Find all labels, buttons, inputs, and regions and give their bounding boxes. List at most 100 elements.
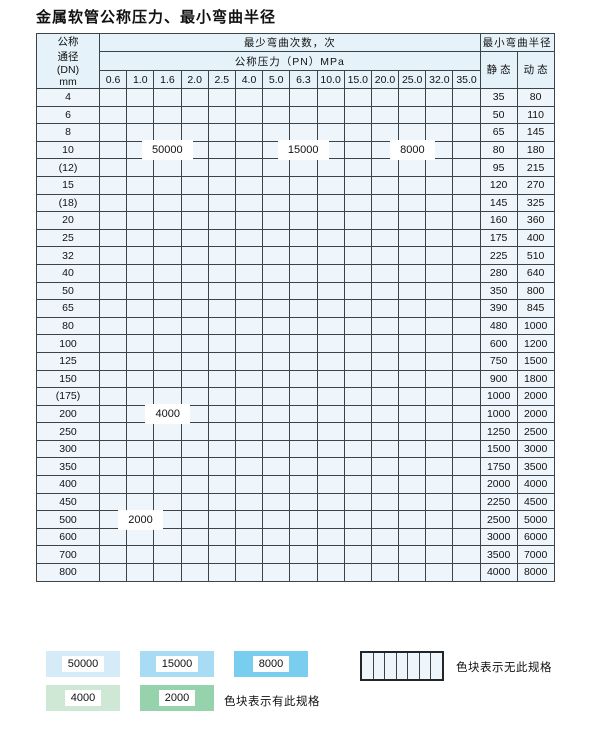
radius-static-cell: 175 [479,228,518,248]
matrix-cell [316,475,345,494]
matrix-cell [398,439,427,459]
matrix-cell [153,369,182,389]
matrix-cell [343,140,372,160]
matrix-cell [452,228,481,248]
radius-static-cell: 1000 [479,387,518,406]
matrix-cell [343,422,372,441]
matrix-cell [289,510,318,529]
matrix-cell [180,263,209,283]
dn-value-cell: 300 [36,439,100,459]
matrix-cell [180,228,209,248]
radius-static-cell: 2500 [479,510,518,529]
matrix-cell [234,527,264,547]
matrix-cell [153,281,182,301]
matrix-cell [398,246,427,265]
matrix-cell [398,263,427,283]
matrix-cell [207,88,236,107]
matrix-cell [234,492,264,512]
matrix-cell [370,422,400,441]
dn-value-cell: 32 [36,246,100,265]
pressure-column-header: 5.0 [262,70,291,89]
table-row: 700 3500 7000 [36,545,555,565]
matrix-cell [452,351,481,371]
bend-count-header: 最少弯曲次数，次 [99,33,481,52]
pressure-column-header: 6.3 [289,70,318,89]
matrix-cell [262,510,291,529]
spec-table: 公称 通径 (DN) mm 最少弯曲次数，次 最小弯曲半径 公称压力（PN）MP… [36,33,555,582]
matrix-cell [452,475,481,494]
dn-header-line-2: 通径 [57,51,79,63]
matrix-cell [98,422,128,441]
matrix-cell [153,422,182,441]
matrix-cell [234,228,264,248]
matrix-cell [98,316,128,336]
matrix-cell [234,316,264,336]
matrix-cell [153,246,182,265]
matrix-cell [370,228,400,248]
matrix-cell [180,492,209,512]
matrix-cell [180,510,209,529]
matrix-cell [316,457,345,477]
matrix-cell [153,211,182,230]
pressure-column-header: 35.0 [452,70,481,89]
dn-value-cell: 65 [36,299,100,318]
matrix-cell [234,246,264,265]
matrix-cell [343,545,372,565]
matrix-cell [289,211,318,230]
matrix-cell [370,105,400,125]
matrix-cell [126,246,155,265]
pressure-column-header: 32.0 [425,70,454,89]
matrix-cell [207,475,236,494]
matrix-cell [289,228,318,248]
dn-value-cell: 400 [36,475,100,494]
matrix-cell [98,334,128,353]
matrix-cell [98,140,128,160]
matrix-cell [398,404,427,424]
matrix-cell [398,228,427,248]
matrix-cell [207,334,236,353]
matrix-cell [425,457,454,477]
matrix-cell [370,158,400,177]
matrix-cell [207,158,236,177]
dn-value-cell: 350 [36,457,100,477]
matrix-cell [262,228,291,248]
matrix-cell [98,105,128,125]
matrix-cell [126,211,155,230]
matrix-cell [153,88,182,107]
matrix-cell [343,158,372,177]
no-spec-swatch [360,651,444,681]
matrix-cell [452,281,481,301]
matrix-cell [398,193,427,213]
matrix-cell [316,281,345,301]
matrix-cell [234,422,264,441]
matrix-cell [370,457,400,477]
pressure-column-header: 2.0 [180,70,209,89]
table-row: 300 1500 3000 [36,439,555,459]
radius-static-cell: 35 [479,88,518,107]
matrix-cell [316,123,345,142]
matrix-cell [262,193,291,213]
matrix-cell [425,193,454,213]
radius-static-cell: 1750 [479,457,518,477]
matrix-cell [98,563,128,582]
matrix-cell [126,175,155,195]
matrix-cell [316,422,345,441]
radius-static-cell: 80 [479,140,518,160]
dn-value-cell: (175) [36,387,100,406]
pressure-column-header: 20.0 [370,70,400,89]
legend-swatch: 50000 [46,651,120,677]
matrix-cell [343,492,372,512]
matrix-cell [289,492,318,512]
matrix-cell [262,563,291,582]
matrix-cell [234,88,264,107]
matrix-cell [343,263,372,283]
matrix-cell [452,439,481,459]
matrix-cell [207,439,236,459]
matrix-cell [452,193,481,213]
matrix-cell [370,563,400,582]
matrix-cell [343,387,372,406]
matrix-cell [180,545,209,565]
bend-radius-header: 最小弯曲半径 [479,33,555,52]
radius-static-cell: 480 [479,316,518,336]
matrix-cell [98,387,128,406]
